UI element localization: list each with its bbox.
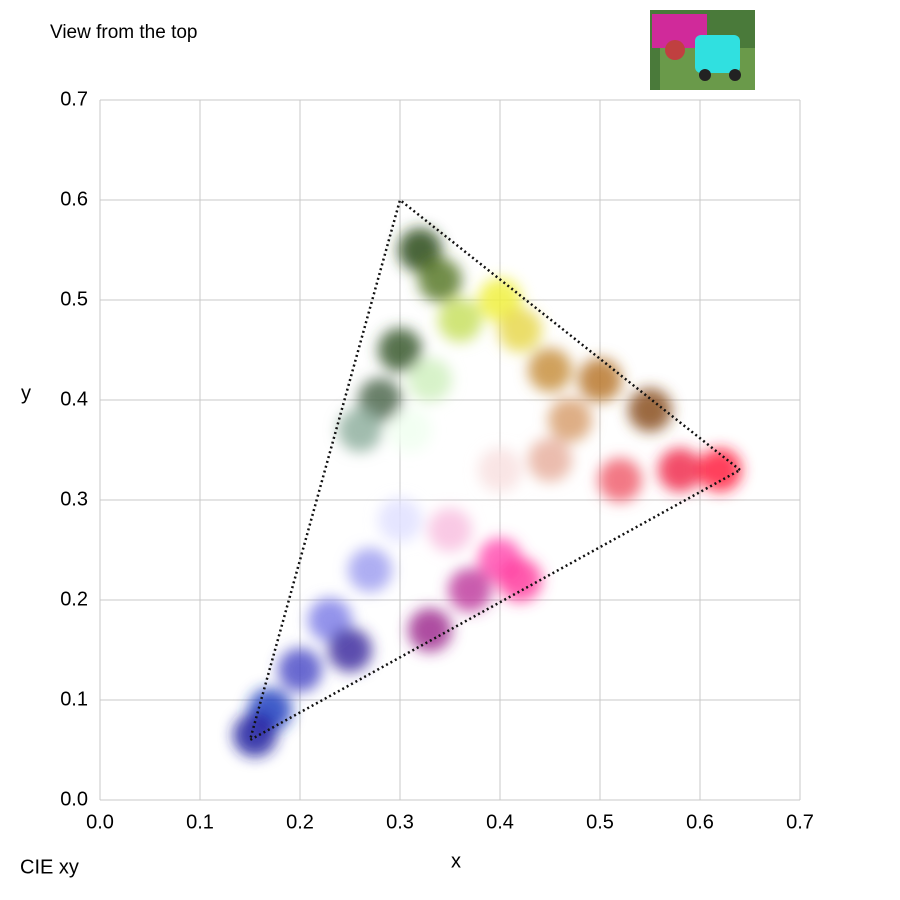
point xyxy=(448,568,492,612)
point xyxy=(418,258,462,302)
y-tick-label: 0.6 xyxy=(60,188,88,210)
x-tick-label: 0.3 xyxy=(386,811,414,833)
point xyxy=(658,448,702,492)
point xyxy=(278,648,322,692)
x-tick-label: 0.2 xyxy=(286,811,314,833)
point xyxy=(408,608,452,652)
y-axis-label: y xyxy=(21,382,31,404)
y-tick-label: 0.7 xyxy=(60,88,88,110)
point xyxy=(233,713,277,757)
x-tick-label: 0.5 xyxy=(586,811,614,833)
point xyxy=(338,408,382,452)
point xyxy=(378,498,422,542)
y-tick-label: 0.2 xyxy=(60,588,88,610)
point xyxy=(498,558,542,602)
point xyxy=(598,458,642,502)
x-tick-label: 0.0 xyxy=(86,811,114,833)
x-tick-label: 0.1 xyxy=(186,811,214,833)
x-axis-label: x xyxy=(451,850,461,872)
point xyxy=(438,298,482,342)
y-tick-label: 0.3 xyxy=(60,488,88,510)
point xyxy=(628,388,672,432)
grid xyxy=(99,99,801,801)
point xyxy=(698,448,742,492)
point xyxy=(328,628,372,672)
point xyxy=(578,358,622,402)
thumbnail xyxy=(650,10,755,90)
point xyxy=(498,308,542,352)
point xyxy=(428,508,472,552)
point xyxy=(348,548,392,592)
x-tick-label: 0.7 xyxy=(786,811,814,833)
point-cloud xyxy=(233,228,742,757)
chart-title: View from the top xyxy=(50,22,198,43)
x-tick-label: 0.4 xyxy=(486,811,514,833)
point xyxy=(548,398,592,442)
y-tick-label: 0.4 xyxy=(60,388,88,410)
point xyxy=(528,438,572,482)
y-tick-label: 0.1 xyxy=(60,688,88,710)
chart-subtitle: CIE xy xyxy=(20,856,79,878)
point xyxy=(388,408,432,452)
point xyxy=(528,348,572,392)
y-tick-label: 0.5 xyxy=(60,288,88,310)
y-tick-label: 0.0 xyxy=(60,788,88,810)
point xyxy=(378,328,422,372)
point xyxy=(478,448,522,492)
point xyxy=(408,358,452,402)
x-tick-label: 0.6 xyxy=(686,811,714,833)
